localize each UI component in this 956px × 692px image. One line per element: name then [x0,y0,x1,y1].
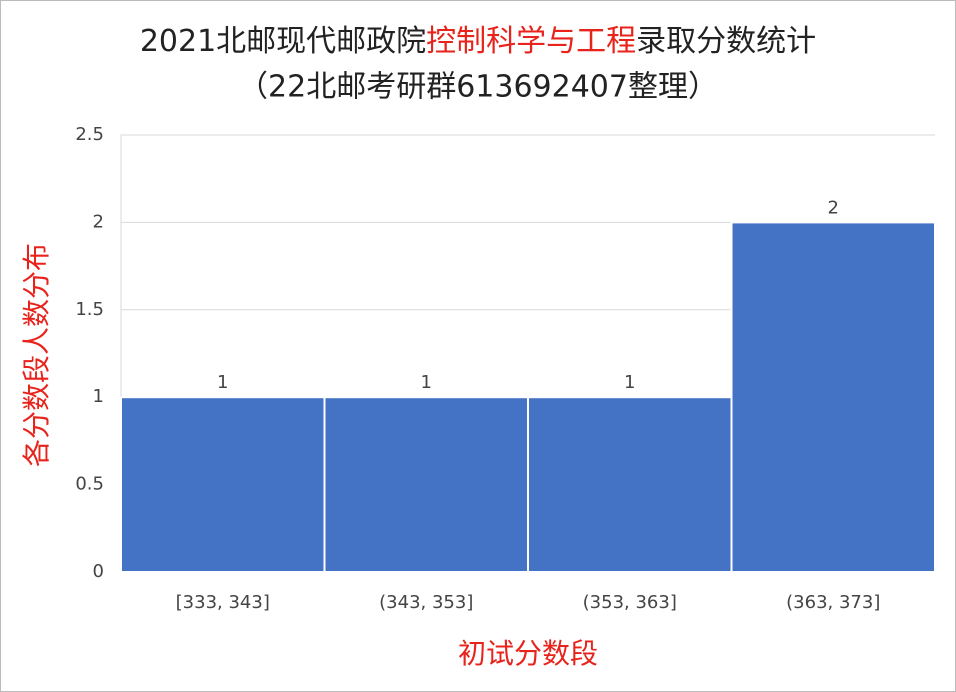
x-tick-label: [333, 343] [176,592,270,613]
chart-title: 2021北邮现代邮政院控制科学与工程录取分数统计 [140,24,816,59]
x-tick-label: (353, 363] [583,592,677,613]
y-tick-label: 0 [93,561,104,582]
x-tick-label: (363, 373] [786,592,880,613]
bar [730,221,936,573]
bar [120,396,326,574]
title-part: 录取分数统计 [636,24,816,59]
chart-subtitle: （22北邮考研群613692407整理） [238,70,718,105]
title-part: 2021北邮现代邮政院 [140,24,426,59]
y-tick-label: 0.5 [75,474,104,495]
y-tick-label: 2 [93,211,104,232]
data-label: 2 [828,197,839,218]
y-tick-label: 2.5 [75,124,104,145]
y-tick-label: 1 [93,386,104,407]
data-label: 1 [421,372,432,393]
data-label: 1 [217,372,228,393]
x-axis-label: 初试分数段 [458,637,598,670]
bar [527,396,733,574]
x-tick-label: (343, 353] [379,592,473,613]
y-axis-label: 各分数段人数分布 [20,243,53,467]
bar [323,396,529,574]
y-tick-label: 1.5 [75,299,104,320]
data-label: 1 [624,372,635,393]
title-part: 控制科学与工程 [426,24,636,59]
